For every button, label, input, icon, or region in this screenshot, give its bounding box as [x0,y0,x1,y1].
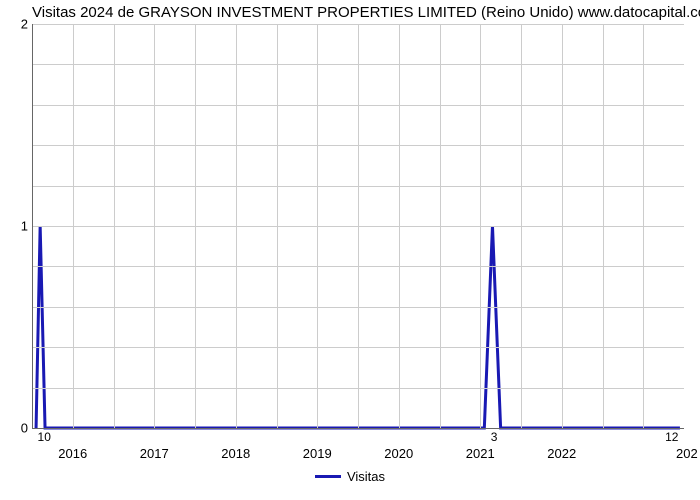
gridline-horizontal [32,64,684,65]
y-tick-label: 2 [14,17,28,32]
gridline-horizontal [32,105,684,106]
x-tick-label: 2022 [547,446,576,461]
y-axis-line [32,24,33,428]
gridline-horizontal [32,388,684,389]
gridline-horizontal [32,24,684,25]
x-tick-label: 2020 [384,446,413,461]
x-axis-line [32,428,684,429]
y-tick-label: 0 [14,421,28,436]
legend-swatch [315,475,341,478]
gridline-horizontal [32,145,684,146]
x-tick-label: 2021 [466,446,495,461]
gridline-horizontal [32,226,684,227]
data-point-label: 10 [38,430,51,444]
gridline-horizontal [32,266,684,267]
legend: Visitas [0,468,700,484]
gridline-horizontal [32,347,684,348]
chart-container: Visitas 2024 de GRAYSON INVESTMENT PROPE… [0,0,700,500]
x-tick-label: 2019 [303,446,332,461]
x-tick-label: 2017 [140,446,169,461]
gridline-horizontal [32,307,684,308]
x-tick-label-partial: 202 [676,446,698,461]
x-tick-label: 2016 [58,446,87,461]
plot-area [32,24,684,428]
data-point-label: 3 [491,430,498,444]
gridline-horizontal [32,186,684,187]
y-tick-label: 1 [14,219,28,234]
x-tick-label: 2018 [221,446,250,461]
legend-label: Visitas [347,469,385,484]
chart-title: Visitas 2024 de GRAYSON INVESTMENT PROPE… [32,4,700,21]
data-point-label: 12 [665,430,678,444]
